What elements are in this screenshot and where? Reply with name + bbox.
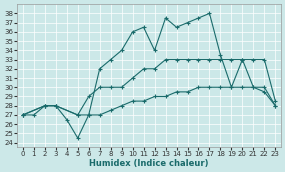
X-axis label: Humidex (Indice chaleur): Humidex (Indice chaleur) xyxy=(89,159,209,168)
